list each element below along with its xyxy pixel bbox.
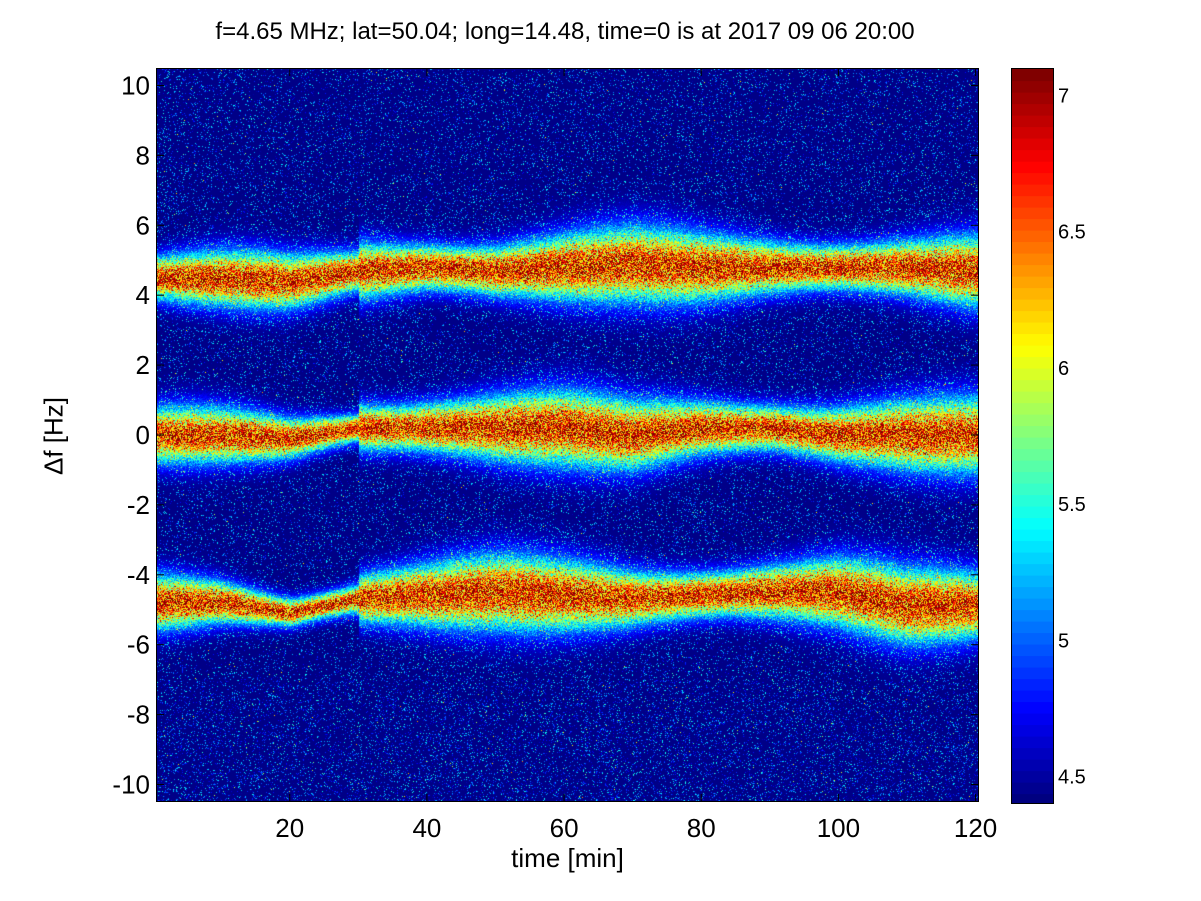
x-tick-label: 120 bbox=[954, 813, 997, 843]
y-tick-label: 0 bbox=[136, 420, 150, 450]
colorbar-swatch bbox=[1012, 586, 1053, 599]
colorbar-swatch bbox=[1012, 322, 1053, 335]
colorbar-swatch bbox=[1012, 747, 1053, 760]
colorbar-swatch bbox=[1012, 80, 1053, 93]
x-tick-label: 40 bbox=[412, 813, 441, 843]
colorbar-swatch bbox=[1012, 333, 1053, 346]
y-tick-label: -6 bbox=[127, 630, 150, 660]
colorbar-swatch bbox=[1012, 667, 1053, 680]
colorbar-swatch bbox=[1012, 356, 1053, 369]
colorbar-swatch bbox=[1012, 310, 1053, 323]
colorbar-tick-label: 6 bbox=[1058, 358, 1069, 380]
colorbar-swatch bbox=[1012, 575, 1053, 588]
colorbar-swatch bbox=[1012, 264, 1053, 277]
colorbar-swatch bbox=[1012, 552, 1053, 565]
colorbar-swatch bbox=[1012, 276, 1053, 289]
y-tick-label: 2 bbox=[136, 350, 150, 380]
colorbar-swatch bbox=[1012, 770, 1053, 783]
colorbar-swatch bbox=[1012, 690, 1053, 703]
colorbar-swatch bbox=[1012, 379, 1053, 392]
colorbar-swatch bbox=[1012, 218, 1053, 231]
colorbar-swatch bbox=[1012, 632, 1053, 645]
x-tick-label: 60 bbox=[550, 813, 579, 843]
y-tick-label: -4 bbox=[127, 560, 150, 590]
chart-title: f=4.65 MHz; lat=50.04; long=14.48, time=… bbox=[215, 18, 915, 45]
colorbar-swatch bbox=[1012, 713, 1053, 726]
x-tick-label: 100 bbox=[817, 813, 860, 843]
y-tick-label: -2 bbox=[127, 490, 150, 520]
colorbar-tick-label: 6.5 bbox=[1058, 222, 1086, 244]
colorbar bbox=[1011, 68, 1054, 804]
y-tick-label: 8 bbox=[136, 140, 150, 170]
colorbar-swatch bbox=[1012, 161, 1053, 174]
x-tick-label: 20 bbox=[275, 813, 304, 843]
colorbar-swatch bbox=[1012, 368, 1053, 381]
colorbar-swatch bbox=[1012, 92, 1053, 105]
colorbar-swatch bbox=[1012, 149, 1053, 162]
colorbar-tick-label: 4.5 bbox=[1058, 767, 1086, 789]
colorbar-swatch bbox=[1012, 402, 1053, 415]
colorbar-swatch bbox=[1012, 540, 1053, 553]
colorbar-swatch bbox=[1012, 103, 1053, 116]
colorbar-swatch bbox=[1012, 391, 1053, 404]
y-axis-label: Δf [Hz] bbox=[38, 396, 69, 476]
colorbar-swatch bbox=[1012, 598, 1053, 611]
x-tick-label: 80 bbox=[687, 813, 716, 843]
colorbar-swatch bbox=[1012, 345, 1053, 358]
colorbar-swatch bbox=[1012, 437, 1053, 450]
colorbar-swatch bbox=[1012, 782, 1053, 795]
colorbar-swatch bbox=[1012, 494, 1053, 507]
colorbar-swatch bbox=[1012, 299, 1053, 312]
y-tick-label: 6 bbox=[136, 210, 150, 240]
colorbar-swatch bbox=[1012, 621, 1053, 634]
colorbar-swatch bbox=[1012, 425, 1053, 438]
colorbar-swatch bbox=[1012, 506, 1053, 519]
colorbar-tick-label: 5 bbox=[1058, 630, 1069, 652]
colorbar-swatch bbox=[1012, 759, 1053, 772]
colorbar-swatch bbox=[1012, 701, 1053, 714]
colorbar-swatch bbox=[1012, 253, 1053, 266]
colorbar-swatch bbox=[1012, 414, 1053, 427]
colorbar-swatch bbox=[1012, 287, 1053, 300]
colorbar-swatch bbox=[1012, 460, 1053, 473]
colorbar-swatch bbox=[1012, 517, 1053, 530]
colorbar-swatch bbox=[1012, 448, 1053, 461]
y-tick-label: -10 bbox=[112, 770, 150, 800]
colorbar-swatch bbox=[1012, 230, 1053, 243]
colorbar-swatch bbox=[1012, 126, 1053, 139]
y-tick-label: -8 bbox=[127, 700, 150, 730]
colorbar-swatch bbox=[1012, 115, 1053, 128]
heatmap-image bbox=[157, 69, 978, 801]
colorbar-swatch bbox=[1012, 736, 1053, 749]
colorbar-swatch bbox=[1012, 724, 1053, 737]
colorbar-swatch bbox=[1012, 138, 1053, 151]
colorbar-swatch bbox=[1012, 241, 1053, 254]
colorbar-swatch bbox=[1012, 207, 1053, 220]
x-axis-label: time [min] bbox=[511, 843, 624, 873]
colorbar-swatch bbox=[1012, 69, 1053, 82]
colorbar-swatch bbox=[1012, 644, 1053, 657]
colorbar-swatch bbox=[1012, 483, 1053, 496]
colorbar-swatch bbox=[1012, 678, 1053, 691]
colorbar-swatch bbox=[1012, 184, 1053, 197]
colorbar-swatch bbox=[1012, 793, 1053, 803]
colorbar-swatch bbox=[1012, 195, 1053, 208]
colorbar-swatch bbox=[1012, 471, 1053, 484]
colorbar-swatch bbox=[1012, 609, 1053, 622]
colorbar-tick-label: 7 bbox=[1058, 85, 1069, 107]
colorbar-swatch bbox=[1012, 563, 1053, 576]
y-tick-label: 4 bbox=[136, 280, 150, 310]
colorbar-swatch bbox=[1012, 172, 1053, 185]
colorbar-swatch bbox=[1012, 655, 1053, 668]
colorbar-tick-label: 5.5 bbox=[1058, 494, 1086, 516]
y-tick-label: 10 bbox=[121, 70, 150, 100]
heatmap-plot-area bbox=[156, 68, 979, 802]
colorbar-swatch bbox=[1012, 529, 1053, 542]
